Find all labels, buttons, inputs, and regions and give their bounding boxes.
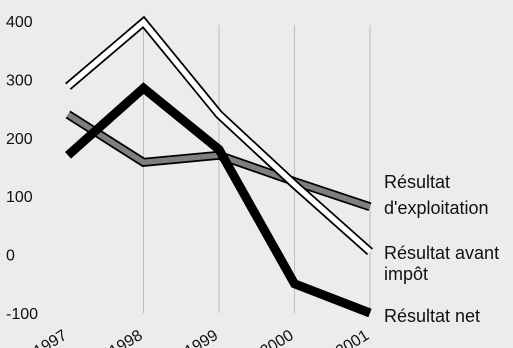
y-tick-label: 200 <box>6 131 33 148</box>
series-labels: Résultat d'exploitation Résultat avantimpô… <box>384 172 499 326</box>
x-axis: 1997 1998 1999 2000 2001 <box>31 327 372 348</box>
grid <box>143 25 371 313</box>
x-tick-label: 1998 <box>106 327 145 348</box>
series-label: Résultat <box>384 172 450 192</box>
y-tick-label: 100 <box>6 189 33 206</box>
series-lines <box>65 15 373 318</box>
y-axis: -100 0 100 200 300 400 <box>6 14 38 323</box>
y-tick-label: 400 <box>6 14 33 31</box>
x-tick-label: 1997 <box>31 327 70 348</box>
x-tick-label: 1999 <box>182 327 221 348</box>
y-tick-label: 300 <box>6 72 33 89</box>
x-tick-label: 2001 <box>333 327 372 348</box>
y-tick-label: -100 <box>6 306 38 323</box>
series-label: Résultat net <box>384 306 480 326</box>
series-label: d'exploitation <box>384 198 489 218</box>
x-tick-label: 2000 <box>257 327 296 348</box>
series-label: Résultat avant <box>384 243 499 263</box>
series-1-line <box>66 18 372 254</box>
series-2-line <box>65 82 372 318</box>
series-label: impôt <box>384 264 428 284</box>
y-tick-label: 0 <box>6 248 15 265</box>
